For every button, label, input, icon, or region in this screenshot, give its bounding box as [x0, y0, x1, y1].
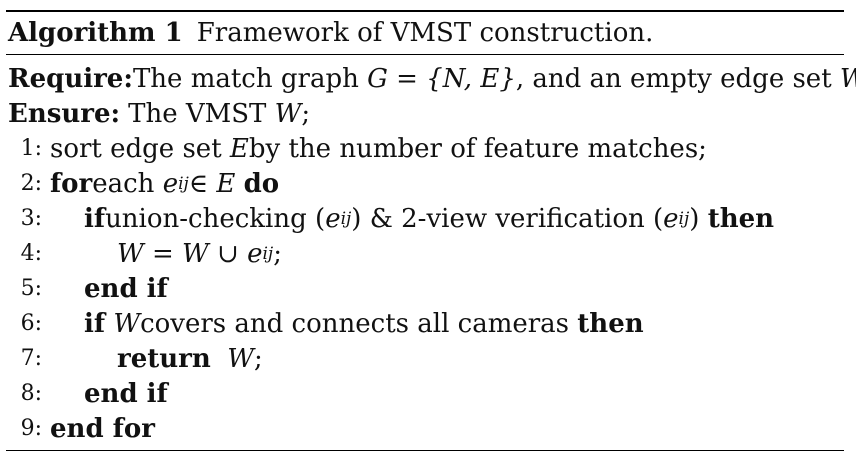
algorithm-line-3: 3: if union-checking (e ij) & 2-view veri… — [6, 201, 844, 236]
ensure-text: The VMST — [128, 98, 267, 129]
require-keyword: Require: — [8, 63, 133, 94]
require-line: Require: The match graph G = {N, E}, and… — [6, 61, 856, 96]
line-number: 6: — [20, 311, 42, 336]
edge-subscript: ij — [262, 243, 274, 264]
line-end: ; — [273, 238, 282, 269]
line-number: 7: — [20, 346, 42, 371]
require-text-pre: The match graph — [132, 63, 359, 94]
edge-symbol: e — [247, 238, 263, 269]
w-symbol: W — [113, 308, 141, 339]
algorithm-line-1: 1: sort edge set E by the number of feat… — [6, 131, 844, 166]
ensure-line: Ensure: The VMST W; — [6, 96, 844, 131]
line-text: ) — [689, 203, 700, 234]
algorithm-line-5: 5: end if — [6, 271, 844, 306]
line-end: ; — [254, 343, 263, 374]
line-text: ) & 2-view verification ( — [351, 203, 664, 234]
caption-rule — [6, 54, 844, 55]
edge-subscript: ij — [178, 173, 189, 194]
algorithm-title: Framework of VMST construction. — [196, 18, 654, 48]
algorithm-body: Require: The match graph G = {N, E}, and… — [6, 55, 856, 450]
require-text-mid: , and an empty edge set — [515, 63, 832, 94]
line-number: 1: — [20, 136, 42, 161]
algorithm-line-9: 9: end for — [6, 411, 844, 446]
line-text: union-checking ( — [105, 203, 326, 234]
ensure-keyword: Ensure: — [8, 98, 121, 129]
keyword-end-if: end if — [84, 273, 168, 304]
line-number: 4: — [20, 241, 42, 266]
line-number: 8: — [20, 381, 42, 406]
require-math: G = {N, E} — [367, 63, 516, 94]
edge-subscript: ij — [340, 208, 352, 229]
require-w: W — [840, 64, 856, 94]
ensure-end: ; — [301, 98, 311, 129]
keyword-end-for: end for — [50, 413, 155, 444]
edge-symbol: e — [325, 203, 341, 234]
line-number: 2: — [20, 171, 42, 196]
algorithm-caption: Algorithm 1 Framework of VMST constructi… — [6, 12, 844, 54]
keyword-if: if — [84, 308, 106, 339]
bottom-rule — [6, 450, 844, 451]
algorithm-block: Algorithm 1 Framework of VMST constructi… — [6, 10, 856, 451]
keyword-then: then — [577, 308, 644, 339]
algorithm-line-2: 2: for each e ij ∈ E do — [6, 166, 844, 201]
edge-symbol: e — [663, 203, 679, 234]
line-math: E — [229, 133, 249, 164]
top-rule — [6, 10, 844, 12]
keyword-end-if: end if — [84, 378, 168, 409]
edge-subscript: ij — [678, 208, 690, 229]
line-text: covers and connects all cameras — [140, 308, 570, 339]
line-text: sort edge set — [50, 133, 222, 164]
line-text: each — [92, 168, 155, 199]
keyword-if: if — [84, 203, 106, 234]
algorithm-line-4: 4: W = W ∪ e ij; — [6, 236, 844, 271]
algorithm-line-8: 8: end if — [6, 376, 844, 411]
algorithm-label: Algorithm 1 — [8, 18, 183, 48]
line-number: 5: — [20, 276, 42, 301]
algorithm-line-7: 7: return W; — [6, 341, 844, 376]
line-math: W = W ∪ — [117, 238, 239, 269]
edge-symbol: e — [162, 168, 179, 199]
keyword-then: then — [707, 203, 775, 234]
keyword-do: do — [243, 168, 280, 199]
line-text: by the number of feature matches; — [248, 133, 707, 164]
ensure-w: W — [274, 98, 302, 129]
algorithm-line-6: 6: if W covers and connects all cameras … — [6, 306, 844, 341]
line-number: 9: — [20, 416, 42, 441]
w-symbol: W — [227, 343, 255, 374]
line-number: 3: — [20, 206, 42, 231]
keyword-for: for — [50, 168, 93, 199]
keyword-return: return — [117, 343, 211, 374]
line-math: ∈ E — [188, 168, 236, 199]
